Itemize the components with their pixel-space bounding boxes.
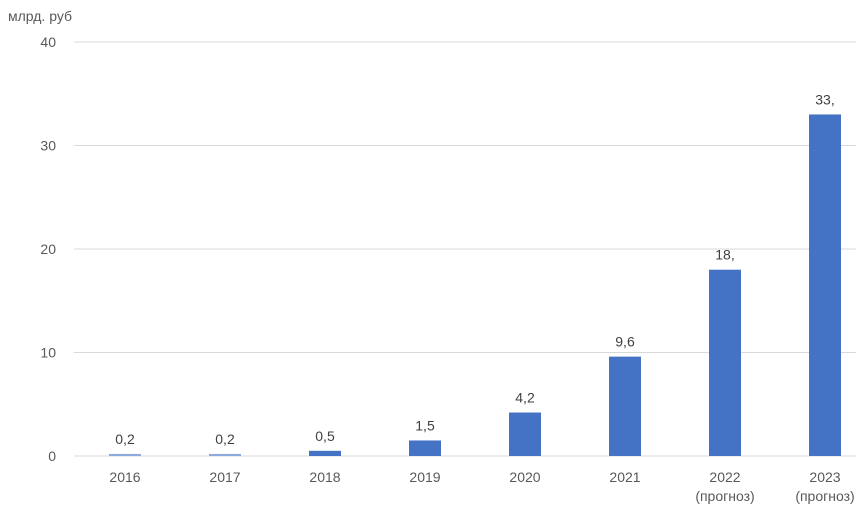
- data-label: 0,5: [315, 428, 335, 444]
- x-tick-label: 2021: [609, 469, 640, 485]
- bar: [309, 450, 341, 456]
- x-tick-label: 2017: [209, 469, 240, 485]
- data-label: 18,: [715, 247, 734, 263]
- bar: [409, 440, 441, 456]
- bar: [709, 269, 741, 456]
- y-tick-label: 20: [40, 241, 56, 257]
- bar: [609, 356, 641, 456]
- x-tick-label: (прогноз): [695, 488, 754, 504]
- bar: [209, 453, 241, 456]
- x-tick-label: (прогноз): [795, 488, 854, 504]
- y-tick-label: 10: [40, 345, 56, 361]
- y-tick-label: 30: [40, 138, 56, 154]
- x-tick-label: 2023: [809, 469, 840, 485]
- x-tick-label: 2022: [709, 469, 740, 485]
- data-label: 0,2: [115, 431, 135, 447]
- x-tick-label: 2020: [509, 469, 540, 485]
- data-label: 0,2: [215, 431, 235, 447]
- data-label: 33,: [815, 91, 834, 107]
- x-tick-label: 2019: [409, 469, 440, 485]
- y-tick-label: 0: [48, 448, 56, 464]
- data-label: 9,6: [615, 334, 635, 350]
- bar: [809, 114, 841, 456]
- y-tick-label: 40: [40, 34, 56, 50]
- x-tick-label: 2018: [309, 469, 340, 485]
- data-label: 4,2: [515, 390, 535, 406]
- data-label: 1,5: [415, 417, 435, 433]
- bar: [509, 412, 541, 456]
- bar: [109, 453, 141, 456]
- x-tick-label: 2016: [109, 469, 140, 485]
- y-axis-label: млрд. руб: [8, 8, 73, 24]
